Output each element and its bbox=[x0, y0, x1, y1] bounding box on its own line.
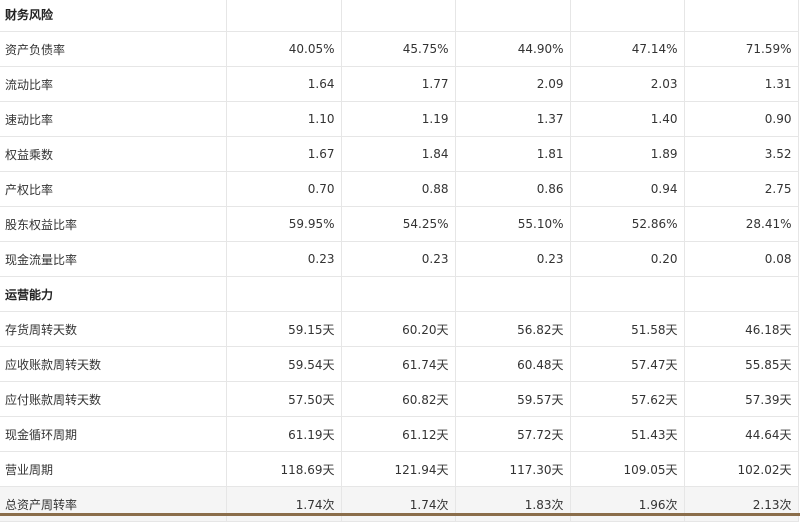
cell-value: 54.25% bbox=[341, 206, 456, 242]
cell-value: 1.10 bbox=[226, 101, 342, 137]
row-label: 现金流量比率 bbox=[0, 241, 227, 277]
cell-value: 1.83次 bbox=[455, 486, 571, 522]
table-row: 速动比率 1.10 1.19 1.37 1.40 0.90 bbox=[0, 101, 799, 137]
cell-value: 57.50天 bbox=[226, 381, 342, 417]
cell-value: 2.09 bbox=[455, 66, 571, 102]
cell-value: 1.89 bbox=[570, 136, 685, 172]
cell-value: 60.82天 bbox=[341, 381, 456, 417]
cell-value: 28.41% bbox=[684, 206, 799, 242]
cell-value: 59.57天 bbox=[455, 381, 571, 417]
cell-value: 1.37 bbox=[455, 101, 571, 137]
cell-value: 2.75 bbox=[684, 171, 799, 207]
cell-value: 121.94天 bbox=[341, 451, 456, 487]
cell-value: 55.85天 bbox=[684, 346, 799, 382]
section-header-financial-risk: 财务风险 bbox=[0, 0, 799, 32]
row-label: 速动比率 bbox=[0, 101, 227, 137]
cell-value: 1.81 bbox=[455, 136, 571, 172]
table-row: 现金流量比率 0.23 0.23 0.23 0.20 0.08 bbox=[0, 241, 799, 277]
cell-value: 55.10% bbox=[455, 206, 571, 242]
section-title: 运营能力 bbox=[0, 276, 227, 312]
cell-value: 44.64天 bbox=[684, 416, 799, 452]
cell-value: 1.64 bbox=[226, 66, 342, 102]
cell-value: 46.18天 bbox=[684, 311, 799, 347]
cell-value: 0.23 bbox=[455, 241, 571, 277]
cell-value: 57.62天 bbox=[570, 381, 685, 417]
cell-value: 51.58天 bbox=[570, 311, 685, 347]
cell-value: 71.59% bbox=[684, 31, 799, 67]
cell-value: 0.88 bbox=[341, 171, 456, 207]
row-label: 资产负债率 bbox=[0, 31, 227, 67]
cell-value: 2.13次 bbox=[684, 486, 799, 522]
row-label: 总资产周转率 bbox=[0, 486, 227, 522]
table-row: 股东权益比率 59.95% 54.25% 55.10% 52.86% 28.41… bbox=[0, 206, 799, 242]
row-label: 股东权益比率 bbox=[0, 206, 227, 242]
row-label: 营业周期 bbox=[0, 451, 227, 487]
cell-value: 0.86 bbox=[455, 171, 571, 207]
cell-value: 44.90% bbox=[455, 31, 571, 67]
cell-value: 1.31 bbox=[684, 66, 799, 102]
cell-value: 0.70 bbox=[226, 171, 342, 207]
table-row: 权益乘数 1.67 1.84 1.81 1.89 3.52 bbox=[0, 136, 799, 172]
row-label: 现金循环周期 bbox=[0, 416, 227, 452]
row-label: 产权比率 bbox=[0, 171, 227, 207]
cell-value: 59.54天 bbox=[226, 346, 342, 382]
table-row: 营业周期 118.69天 121.94天 117.30天 109.05天 102… bbox=[0, 451, 799, 487]
table-row: 流动比率 1.64 1.77 2.09 2.03 1.31 bbox=[0, 66, 799, 102]
cell-value: 59.15天 bbox=[226, 311, 342, 347]
cell-value: 1.77 bbox=[341, 66, 456, 102]
table-row: 资产负债率 40.05% 45.75% 44.90% 47.14% 71.59% bbox=[0, 31, 799, 67]
cell-value: 57.39天 bbox=[684, 381, 799, 417]
row-label: 权益乘数 bbox=[0, 136, 227, 172]
cell-value: 51.43天 bbox=[570, 416, 685, 452]
cell-value: 117.30天 bbox=[455, 451, 571, 487]
cell-value: 56.82天 bbox=[455, 311, 571, 347]
cell-value: 0.20 bbox=[570, 241, 685, 277]
row-label: 流动比率 bbox=[0, 66, 227, 102]
row-label: 应付账款周转天数 bbox=[0, 381, 227, 417]
cell-value: 1.74次 bbox=[341, 486, 456, 522]
cell-value: 60.20天 bbox=[341, 311, 456, 347]
cell-value: 45.75% bbox=[341, 31, 456, 67]
section-header-operating-capability: 运营能力 bbox=[0, 276, 799, 312]
cell-value: 1.84 bbox=[341, 136, 456, 172]
cell-value: 0.08 bbox=[684, 241, 799, 277]
table-row: 应付账款周转天数 57.50天 60.82天 59.57天 57.62天 57.… bbox=[0, 381, 799, 417]
cell-value: 60.48天 bbox=[455, 346, 571, 382]
cell-value: 1.96次 bbox=[570, 486, 685, 522]
table-row: 总资产周转率 1.74次 1.74次 1.83次 1.96次 2.13次 bbox=[0, 486, 799, 522]
cell-value: 57.72天 bbox=[455, 416, 571, 452]
row-label: 存货周转天数 bbox=[0, 311, 227, 347]
cell-value: 47.14% bbox=[570, 31, 685, 67]
cell-value: 118.69天 bbox=[226, 451, 342, 487]
cell-value: 40.05% bbox=[226, 31, 342, 67]
cell-value: 52.86% bbox=[570, 206, 685, 242]
table-row: 现金循环周期 61.19天 61.12天 57.72天 51.43天 44.64… bbox=[0, 416, 799, 452]
cell-value: 57.47天 bbox=[570, 346, 685, 382]
cell-value: 1.40 bbox=[570, 101, 685, 137]
cell-value: 61.19天 bbox=[226, 416, 342, 452]
cell-value: 2.03 bbox=[570, 66, 685, 102]
cell-value: 0.94 bbox=[570, 171, 685, 207]
cell-value: 102.02天 bbox=[684, 451, 799, 487]
section-title: 财务风险 bbox=[0, 0, 227, 32]
cell-value: 1.67 bbox=[226, 136, 342, 172]
cell-value: 0.23 bbox=[341, 241, 456, 277]
cell-value: 0.90 bbox=[684, 101, 799, 137]
row-label: 应收账款周转天数 bbox=[0, 346, 227, 382]
cell-value: 0.23 bbox=[226, 241, 342, 277]
cell-value: 3.52 bbox=[684, 136, 799, 172]
cell-value: 1.74次 bbox=[226, 486, 342, 522]
table-row: 存货周转天数 59.15天 60.20天 56.82天 51.58天 46.18… bbox=[0, 311, 799, 347]
cell-value: 1.19 bbox=[341, 101, 456, 137]
table-row: 应收账款周转天数 59.54天 61.74天 60.48天 57.47天 55.… bbox=[0, 346, 799, 382]
table-row: 产权比率 0.70 0.88 0.86 0.94 2.75 bbox=[0, 171, 799, 207]
cell-value: 61.12天 bbox=[341, 416, 456, 452]
cell-value: 59.95% bbox=[226, 206, 342, 242]
cell-value: 61.74天 bbox=[341, 346, 456, 382]
cell-value: 109.05天 bbox=[570, 451, 685, 487]
bottom-divider bbox=[0, 513, 800, 516]
